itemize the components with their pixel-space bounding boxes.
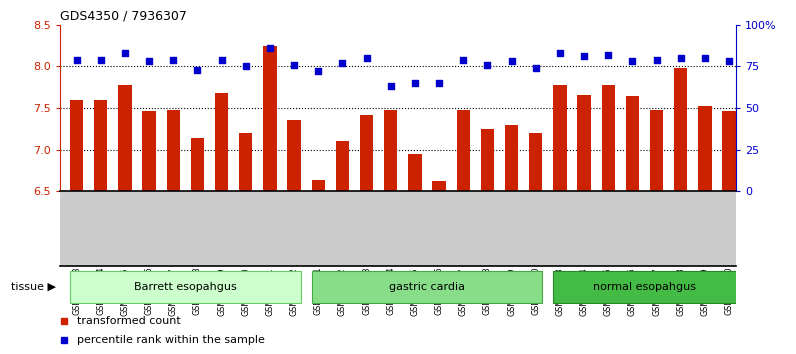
- Bar: [70, 271, 301, 303]
- Bar: [553, 85, 567, 191]
- Bar: [577, 95, 591, 191]
- Point: [287, 62, 300, 68]
- Bar: [311, 271, 542, 303]
- Point: [626, 58, 638, 64]
- Text: normal esopahgus: normal esopahgus: [593, 282, 696, 292]
- Point: [95, 57, 107, 63]
- Point: [674, 55, 687, 61]
- Point: [240, 64, 252, 69]
- Bar: [602, 85, 615, 191]
- Bar: [94, 100, 107, 191]
- Point: [602, 52, 615, 58]
- Bar: [432, 181, 446, 191]
- Point: [408, 80, 421, 86]
- Point: [433, 80, 446, 86]
- Bar: [263, 46, 276, 191]
- Text: GDS4350 / 7936307: GDS4350 / 7936307: [60, 9, 186, 22]
- Bar: [505, 125, 518, 191]
- Point: [505, 58, 518, 64]
- Point: [699, 55, 712, 61]
- Bar: [650, 110, 663, 191]
- Text: gastric cardia: gastric cardia: [389, 282, 465, 292]
- Text: tissue ▶: tissue ▶: [11, 282, 57, 292]
- Point: [70, 57, 83, 63]
- Point: [263, 45, 276, 51]
- Point: [119, 50, 131, 56]
- Bar: [553, 271, 736, 303]
- Point: [361, 55, 373, 61]
- Point: [142, 58, 155, 64]
- Point: [384, 84, 397, 89]
- Bar: [408, 154, 422, 191]
- Bar: [70, 100, 84, 191]
- Bar: [481, 129, 494, 191]
- Point: [336, 60, 349, 66]
- Bar: [626, 96, 639, 191]
- Point: [553, 50, 566, 56]
- Point: [167, 57, 180, 63]
- Bar: [529, 133, 542, 191]
- Bar: [239, 133, 252, 191]
- Bar: [311, 180, 325, 191]
- Bar: [119, 85, 131, 191]
- Bar: [336, 141, 349, 191]
- Point: [481, 62, 494, 68]
- Bar: [287, 120, 301, 191]
- Point: [215, 57, 228, 63]
- Bar: [360, 115, 373, 191]
- Point: [312, 69, 325, 74]
- Bar: [166, 110, 180, 191]
- Bar: [457, 110, 470, 191]
- Bar: [698, 106, 712, 191]
- Bar: [215, 93, 228, 191]
- Text: transformed count: transformed count: [77, 316, 181, 326]
- Text: percentile rank within the sample: percentile rank within the sample: [77, 335, 265, 345]
- Bar: [674, 68, 688, 191]
- Point: [191, 67, 204, 73]
- Bar: [384, 110, 397, 191]
- Point: [723, 58, 736, 64]
- Bar: [191, 138, 204, 191]
- Bar: [723, 111, 736, 191]
- Point: [650, 57, 663, 63]
- Point: [529, 65, 542, 71]
- Point: [578, 53, 591, 59]
- Bar: [142, 111, 156, 191]
- Point: [457, 57, 470, 63]
- Text: Barrett esopahgus: Barrett esopahgus: [134, 282, 236, 292]
